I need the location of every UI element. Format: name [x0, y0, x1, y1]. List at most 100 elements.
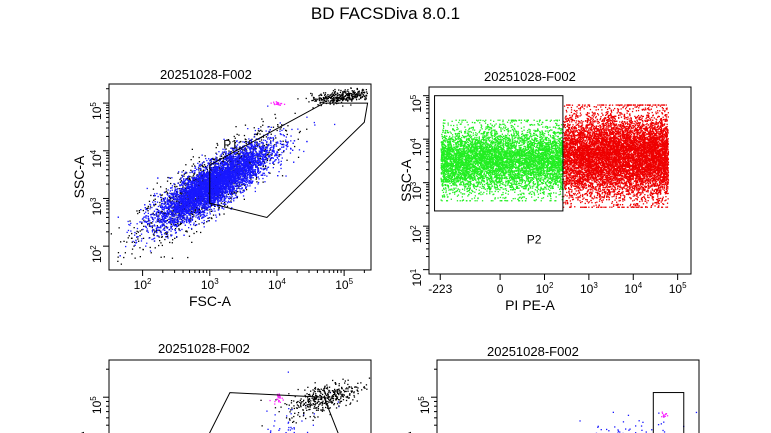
event-point [257, 156, 259, 159]
event-point [143, 216, 145, 218]
event-point [273, 144, 276, 146]
event-point [159, 229, 161, 231]
event-point [306, 128, 308, 130]
event-point [156, 218, 159, 221]
event-point [171, 193, 173, 195]
event-point [215, 185, 217, 187]
event-point [265, 146, 267, 148]
event-point [242, 153, 244, 155]
event-point [252, 164, 254, 167]
event-point [211, 189, 214, 191]
event-point [246, 149, 248, 152]
event-point [214, 169, 216, 171]
event-point [178, 206, 180, 208]
event-point [163, 216, 166, 219]
event-point [238, 134, 240, 136]
event-point [204, 165, 207, 168]
event-point [192, 202, 194, 205]
event-point [148, 220, 150, 222]
event-point [220, 198, 222, 200]
event-point [277, 155, 280, 157]
event-point [203, 166, 205, 169]
event-point [150, 222, 152, 224]
scatter-plot-fsc-ssc[interactable]: 20251028-F002 P1 102 103 104 105 102 103 104 105… [0, 0, 385, 320]
event-point [201, 211, 203, 214]
event-point [200, 211, 202, 213]
event-point [234, 142, 236, 144]
event-point [223, 138, 225, 140]
event-point [163, 208, 165, 210]
event-point [183, 222, 185, 224]
event-point [287, 125, 289, 127]
event-point [184, 216, 186, 218]
event-point [190, 218, 192, 221]
event-point [159, 217, 161, 219]
event-point [164, 202, 166, 204]
event-point [203, 161, 205, 163]
event-point [245, 148, 247, 150]
event-point [246, 181, 249, 183]
event-point [134, 231, 136, 234]
event-point [262, 155, 264, 157]
event-point [216, 157, 218, 159]
event-point [196, 206, 198, 208]
event-point [257, 152, 259, 154]
event-point [163, 227, 166, 229]
event-point [165, 213, 167, 215]
event-point [214, 158, 216, 160]
event-point [220, 167, 222, 170]
event-point [177, 200, 179, 202]
event-point [234, 137, 236, 139]
event-point [230, 192, 232, 194]
event-point [250, 153, 252, 156]
event-point [168, 208, 170, 210]
event-point [229, 197, 231, 199]
event-point [184, 211, 186, 213]
event-point [153, 203, 155, 205]
event-point [256, 141, 258, 143]
event-point [146, 207, 148, 209]
event-point [123, 240, 125, 242]
event-point [280, 143, 283, 146]
event-point [225, 197, 227, 199]
event-point [262, 181, 264, 183]
event-point [254, 146, 256, 148]
event-point [188, 179, 190, 182]
event-point [130, 222, 132, 224]
event-point [264, 154, 266, 156]
event-point [285, 130, 288, 132]
event-point [258, 164, 260, 166]
event-point [186, 172, 188, 174]
event-point [195, 185, 198, 187]
event-point [157, 195, 159, 198]
event-point [250, 148, 252, 150]
event-point [152, 233, 155, 235]
event-point [180, 183, 183, 185]
event-point [203, 179, 205, 181]
event-point [264, 181, 266, 183]
event-point [255, 145, 257, 147]
event-point [240, 157, 242, 160]
event-point [164, 221, 166, 223]
event-point [203, 164, 206, 166]
event-point [173, 194, 175, 196]
event-point [188, 214, 191, 216]
event-point [183, 213, 185, 215]
event-point [134, 257, 136, 259]
event-point [200, 231, 202, 234]
event-point [110, 233, 112, 235]
event-point [281, 175, 284, 177]
event-point [193, 189, 196, 191]
event-point [265, 130, 267, 132]
event-point [149, 225, 152, 228]
event-point [270, 147, 272, 149]
event-point [221, 192, 223, 195]
event-point [240, 140, 242, 143]
event-point [233, 148, 235, 150]
event-point [193, 178, 196, 180]
event-point [182, 199, 185, 202]
event-point [193, 213, 195, 216]
event-point [153, 195, 155, 197]
event-point [223, 208, 225, 210]
